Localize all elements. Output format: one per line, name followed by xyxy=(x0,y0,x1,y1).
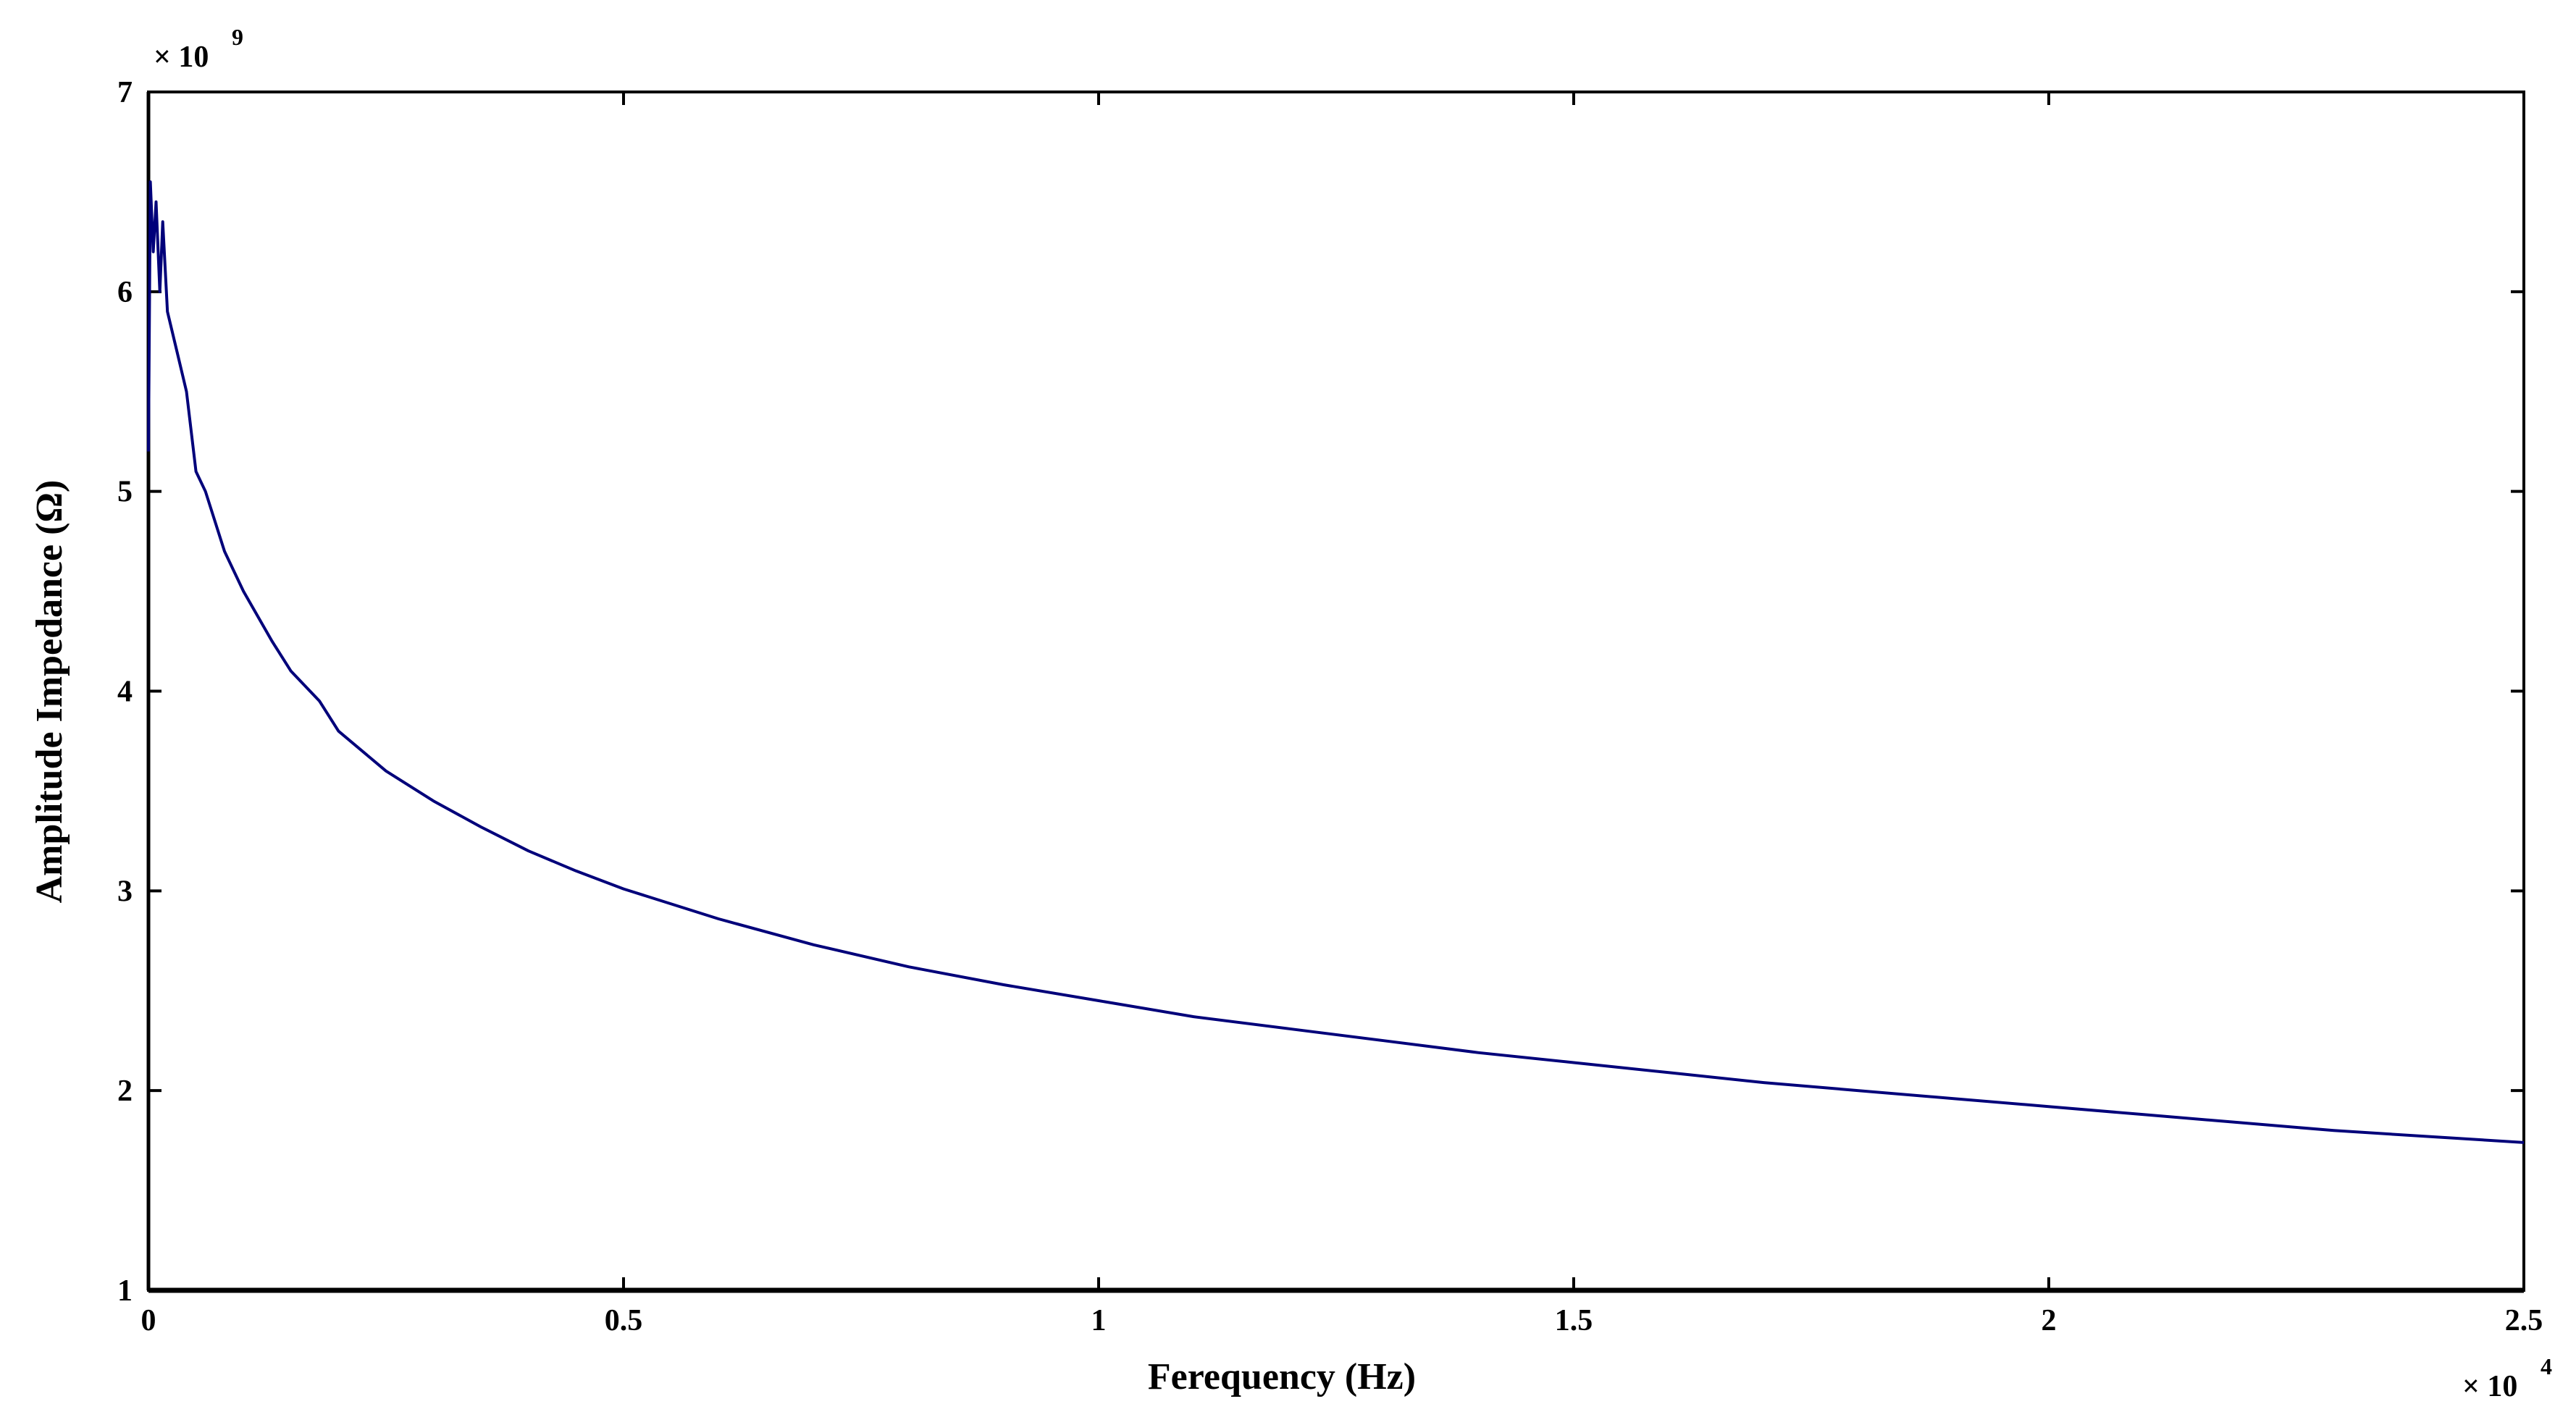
x-axis-title: Ferequency (Hz) xyxy=(1148,1356,1416,1397)
x-tick-label: 0 xyxy=(141,1304,156,1337)
y-tick-label: 4 xyxy=(117,676,133,709)
y-axis-title: Amplitude Impedance (Ω) xyxy=(29,480,70,904)
y-tick-label: 6 xyxy=(117,276,133,309)
x-multiplier-exponent: 4 xyxy=(2541,1353,2552,1379)
y-multiplier: × 10 xyxy=(154,41,209,74)
x-tick-label: 2 xyxy=(2042,1304,2057,1337)
y-multiplier-exponent: 9 xyxy=(232,24,243,50)
plot-area xyxy=(147,91,2525,1292)
impedance-series-line xyxy=(147,180,2525,1144)
x-multiplier: × 10 xyxy=(2462,1370,2517,1403)
x-tick-label: 0.5 xyxy=(605,1304,643,1337)
x-ticks: 0 0.5 1 1.5 2 2.5 xyxy=(141,92,2543,1337)
y-tick-label: 3 xyxy=(117,875,133,908)
y-ticks: 1 2 3 4 5 6 7 xyxy=(117,76,2524,1308)
x-tick-label: 1 xyxy=(1091,1304,1107,1337)
y-tick-label: 1 xyxy=(117,1274,133,1308)
y-tick-label: 7 xyxy=(117,76,133,109)
x-tick-label: 1.5 xyxy=(1555,1304,1593,1337)
y-tick-label: 5 xyxy=(117,476,133,509)
x-tick-label: 2.5 xyxy=(2505,1304,2543,1337)
y-tick-label: 2 xyxy=(117,1075,133,1108)
